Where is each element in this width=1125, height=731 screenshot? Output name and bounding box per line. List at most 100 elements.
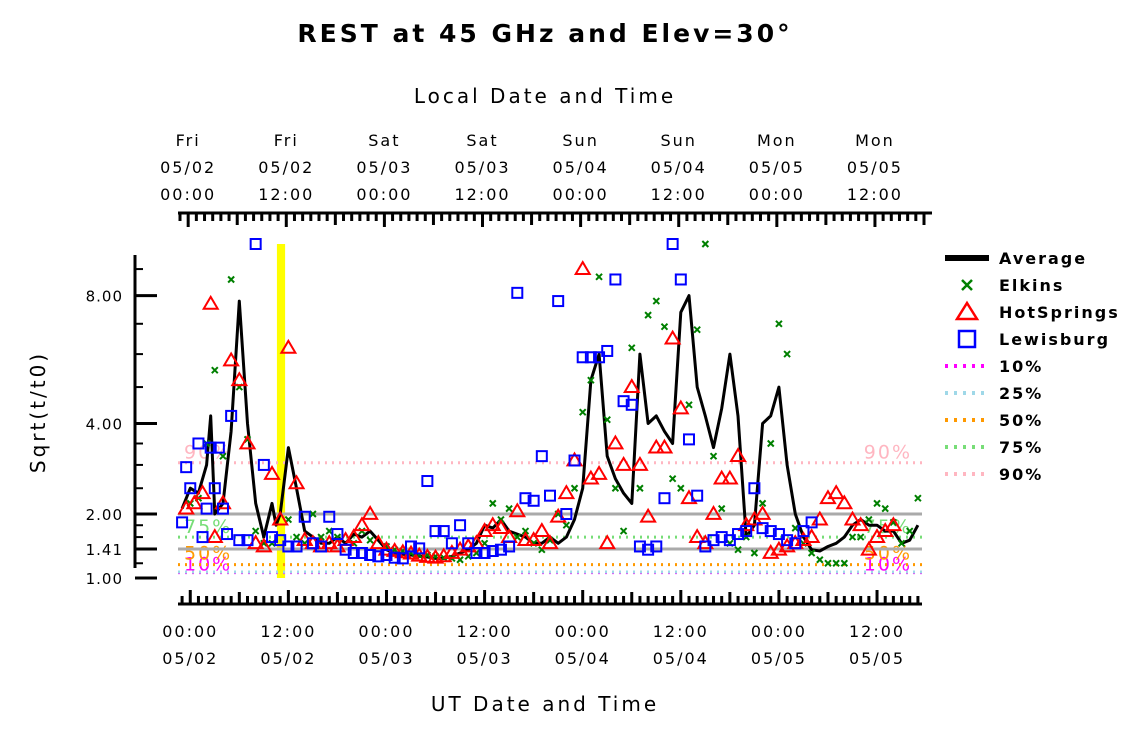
- elkins-point-75: [824, 559, 832, 567]
- bottom-tick-date-5: 05/04: [653, 649, 709, 668]
- lewisburg-point-47: [519, 492, 532, 505]
- hotsprings-point-5: [214, 494, 232, 510]
- y-axis-label: Sqrt(t/t0): [26, 351, 50, 473]
- hotsprings-point-10: [255, 537, 273, 553]
- lewisburg-point-10: [221, 528, 234, 541]
- elkins-point-49: [611, 484, 620, 492]
- elkins-point-76: [832, 559, 840, 567]
- series-average: [180, 294, 920, 560]
- hotsprings-point-80: [827, 484, 845, 500]
- y-tick-label-0: 1.00: [86, 570, 123, 588]
- elkins-point-70: [783, 350, 791, 358]
- top-tick-day-6: Mon: [757, 131, 797, 150]
- top-tick-date-4: 05/04: [553, 158, 609, 177]
- elkins-point-59: [693, 325, 701, 334]
- elkins-point-62: [717, 504, 726, 513]
- hotsprings-point-68: [729, 447, 747, 463]
- elkins-point-79: [856, 533, 865, 541]
- elkins-point-34: [489, 499, 497, 508]
- top-tick-time-1: 12:00: [258, 185, 314, 204]
- hotsprings-point-12: [271, 510, 289, 526]
- top-tick-date-2: 05/03: [356, 158, 412, 177]
- elkins-point-53: [644, 311, 652, 319]
- lewisburg-point-22: [315, 540, 328, 553]
- series-layer: [176, 238, 922, 567]
- hotsprings-point-87: [884, 516, 903, 532]
- lewisburg-point-58: [609, 273, 622, 286]
- bottom-tick-date-7: 05/05: [849, 649, 905, 668]
- hotsprings-point-83: [851, 516, 870, 532]
- elkins-point-14: [309, 510, 317, 518]
- hotsprings-point-7: [230, 371, 249, 387]
- bottom-tick-date-4: 05/04: [555, 649, 611, 668]
- legend-label-8: 90%: [999, 465, 1043, 484]
- legend-label-2: HotSprings: [999, 303, 1120, 322]
- lewisburg-point-38: [445, 537, 458, 550]
- lewisburg-point-46: [511, 286, 524, 299]
- highlight-band-rect: [276, 244, 286, 578]
- legend-label-6: 50%: [999, 411, 1043, 430]
- hotsprings-point-41: [508, 502, 527, 518]
- elkins-point-69: [775, 320, 783, 328]
- lewisburg-point-19: [290, 540, 303, 553]
- lewisburg-point-62: [642, 543, 655, 556]
- hotsprings-point-42: [516, 531, 535, 547]
- lewisburg-point-67: [682, 433, 695, 446]
- lewisburg-point-71: [715, 531, 728, 544]
- lewisburg-point-28: [364, 548, 377, 561]
- hotsprings-point-66: [712, 469, 731, 485]
- bottom-tick-time-4: 00:00: [555, 622, 611, 641]
- lewisburg-point-66: [674, 273, 687, 286]
- hotsprings-point-61: [672, 399, 690, 415]
- lewisburg-point-51: [552, 295, 565, 308]
- elkins-point-73: [807, 549, 816, 557]
- lewisburg-point-41: [470, 546, 483, 559]
- hotsprings-point-65: [704, 505, 723, 520]
- top-tick-date-1: 05/02: [258, 158, 314, 177]
- hotsprings-point-58: [647, 438, 666, 454]
- lewisburg-point-39: [454, 519, 467, 532]
- lewisburg-point-69: [699, 540, 712, 553]
- legend-label-3: Lewisburg: [999, 330, 1110, 349]
- bottom-tick-time-6: 00:00: [751, 622, 807, 641]
- elkins-point-81: [873, 499, 881, 508]
- lewisburg-point-68: [691, 489, 704, 502]
- bottom-tick-date-6: 05/05: [751, 649, 807, 668]
- lewisburg-point-11: [225, 409, 238, 422]
- elkins-point-80: [865, 515, 873, 524]
- elkins-point-74: [816, 556, 824, 564]
- lewisburg-point-15: [257, 458, 270, 471]
- lewisburg-point-64: [658, 492, 671, 505]
- lewisburg-point-60: [625, 398, 638, 411]
- hotsprings-point-53: [606, 434, 625, 450]
- elkins-point-51: [628, 344, 636, 352]
- bottom-tick-time-7: 12:00: [849, 622, 905, 641]
- hotsprings-point-51: [590, 465, 608, 480]
- axes: 1.00 1.41 2.00 4.00 8.00 00:00 05/02 12:00 05/02…: [86, 131, 932, 668]
- legend-swatch-lewisburg: [957, 329, 977, 349]
- elkins-point-4: [219, 452, 227, 460]
- lewisburg-point-33: [405, 540, 418, 553]
- lewisburg-point-23: [323, 510, 336, 523]
- elkins-point-57: [677, 484, 685, 492]
- hotsprings-point-29: [410, 546, 428, 562]
- chart-title: REST at 45 GHz and Elev=30°: [297, 19, 792, 48]
- top-tick-day-7: Mon: [855, 131, 895, 150]
- hotsprings-point-67: [721, 469, 739, 485]
- hotsprings-point-50: [582, 469, 600, 485]
- lewisburg-point-49: [535, 450, 548, 463]
- top-tick-day-4: Sun: [562, 131, 598, 150]
- percentile-label-left-3: 75%: [184, 516, 232, 538]
- elkins-point-61: [709, 452, 718, 460]
- lewisburg-point-25: [339, 543, 352, 556]
- hotsprings-point-45: [541, 534, 559, 550]
- lewisburg-point-36: [429, 525, 442, 538]
- hotsprings-point-13: [279, 338, 298, 354]
- lewisburg-point-14: [249, 238, 262, 250]
- elkins-point-68: [767, 439, 775, 448]
- lewisburg-point-43: [486, 545, 499, 558]
- hotsprings-point-1: [185, 494, 204, 510]
- hotsprings-point-44: [533, 522, 551, 537]
- elkins-point-52: [636, 484, 644, 492]
